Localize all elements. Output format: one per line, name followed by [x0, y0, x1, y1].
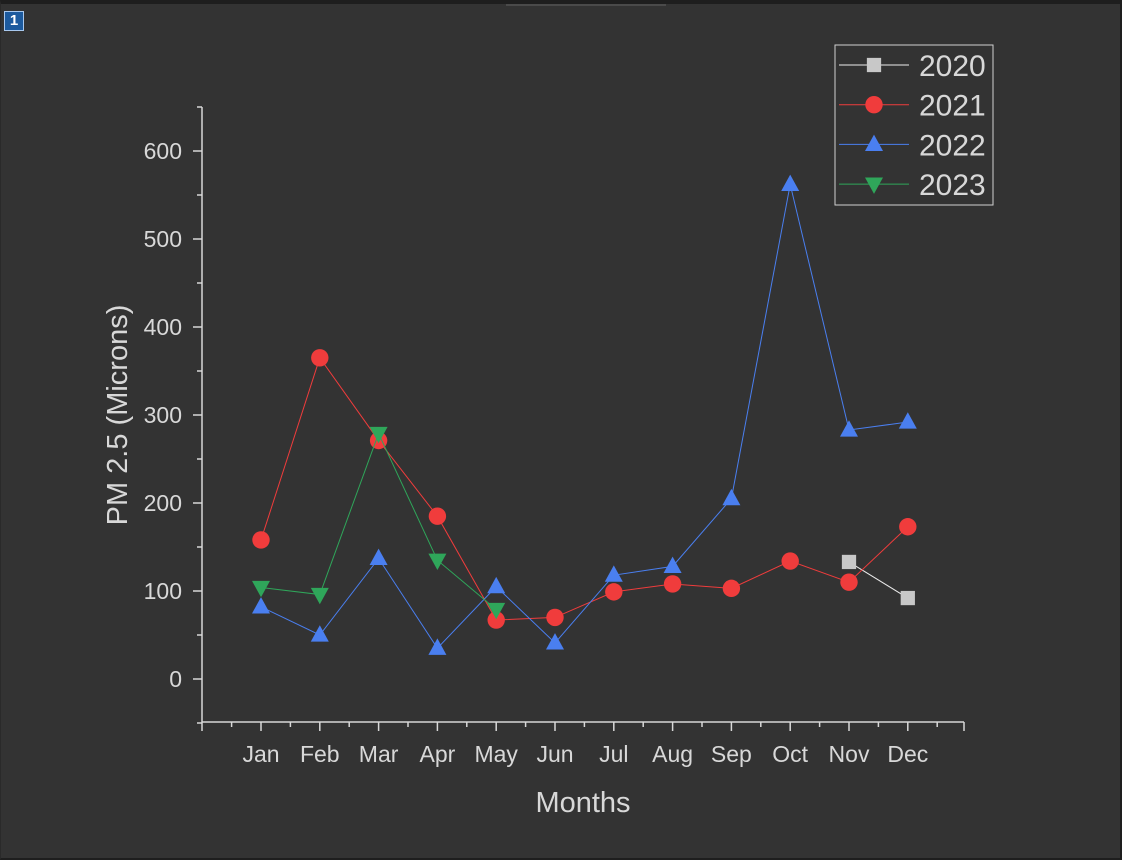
- legend-marker-circle-icon: [865, 96, 883, 114]
- data-point-2021-may: [487, 611, 505, 629]
- data-point-2023-apr: [428, 553, 447, 570]
- series-2021: [252, 349, 917, 629]
- chart-series: [252, 174, 917, 655]
- x-tick-label: Jul: [599, 741, 628, 767]
- data-point-2020-dec: [900, 590, 915, 606]
- x-tick-label: Mar: [359, 741, 399, 767]
- legend-box: [834, 44, 994, 206]
- data-point-2022-jun: [546, 633, 564, 650]
- data-point-2022-dec: [898, 412, 917, 429]
- x-tick-label: Nov: [829, 741, 870, 767]
- series-line-2021: [260, 356, 909, 621]
- data-point-2022-may: [487, 576, 506, 594]
- legend-marker-triangle-up-icon: [865, 134, 883, 152]
- data-point-2021-feb: [311, 349, 329, 367]
- y-tick-label: 600: [144, 138, 182, 164]
- window-top-tab[interactable]: [506, 4, 666, 6]
- x-tick-label: Jun: [536, 741, 573, 767]
- x-tick-label: Oct: [772, 741, 808, 767]
- data-point-2021-jun: [546, 608, 564, 627]
- data-point-2020-nov: [841, 554, 857, 570]
- series-2022: [252, 174, 917, 655]
- data-point-2022-oct: [781, 174, 800, 192]
- data-point-2021-dec: [899, 518, 917, 536]
- data-point-2021-apr: [428, 507, 447, 525]
- legend-label: 2021: [919, 90, 986, 123]
- x-axis-label: Months: [535, 787, 630, 819]
- data-point-2023-mar: [369, 426, 388, 444]
- x-tick-label: Feb: [300, 741, 340, 767]
- chart-axes: 0 100 200 300 400 500 600 Jan Feb Mar Apr May Jun Jul…: [144, 106, 965, 767]
- data-point-2023-feb: [310, 587, 329, 605]
- data-point-2023-jan: [252, 580, 270, 598]
- data-point-2021-aug: [663, 575, 682, 593]
- data-point-2021-jan: [252, 531, 270, 549]
- data-point-2021-sep: [722, 579, 741, 598]
- data-point-2021-oct: [781, 552, 799, 570]
- legend-item-2020[interactable]: 2020: [839, 50, 986, 83]
- legend-item-2023[interactable]: 2023: [839, 169, 986, 202]
- legend-marker-square-icon: [866, 57, 882, 73]
- data-point-2023-may: [487, 602, 506, 620]
- x-tick-label: Sep: [711, 741, 752, 767]
- legend-label: 2023: [919, 169, 986, 202]
- line-chart: 0 100 200 300 400 500 600 Jan Feb Mar Apr May Jun Jul…: [102, 44, 994, 819]
- data-point-2022-aug: [663, 556, 682, 573]
- legend-item-2022[interactable]: 2022: [839, 129, 986, 162]
- data-point-2021-nov: [840, 573, 858, 591]
- data-point-2022-nov: [840, 420, 858, 437]
- series-line-2022: [260, 184, 908, 650]
- chart-legend[interactable]: 2020 2021 2022 2023: [834, 44, 994, 206]
- series-2020: [841, 554, 915, 606]
- layer-badge[interactable]: 1: [4, 11, 24, 31]
- y-tick-label: 500: [144, 226, 182, 252]
- x-tick-label: Dec: [887, 741, 928, 767]
- x-tick-label: May: [474, 741, 518, 767]
- y-tick-label: 300: [144, 402, 182, 428]
- x-tick-label: Apr: [420, 741, 456, 767]
- legend-label: 2022: [919, 129, 986, 162]
- y-axis-label: PM 2.5 (Microns): [102, 305, 134, 526]
- y-tick-label: 100: [144, 578, 182, 604]
- series-line-2023: [260, 432, 497, 610]
- y-tick-label: 200: [144, 490, 182, 516]
- data-point-2022-jan: [252, 597, 270, 614]
- data-point-2022-sep: [722, 488, 741, 506]
- data-point-2022-jul: [604, 565, 623, 582]
- x-tick-label: Aug: [652, 741, 693, 767]
- legend-marker-triangle-down-icon: [865, 177, 883, 194]
- series-2023: [252, 426, 506, 620]
- legend-label: 2020: [919, 50, 986, 83]
- legend-item-2021[interactable]: 2021: [839, 90, 986, 123]
- data-point-2022-feb: [310, 625, 329, 642]
- data-point-2022-mar: [369, 548, 388, 566]
- y-tick-label: 400: [144, 314, 182, 340]
- data-point-2021-jul: [605, 583, 623, 601]
- x-tick-label: Jan: [242, 741, 279, 767]
- y-tick-label: 0: [169, 666, 182, 692]
- series-line-2020: [848, 561, 909, 599]
- data-point-2022-apr: [428, 638, 447, 655]
